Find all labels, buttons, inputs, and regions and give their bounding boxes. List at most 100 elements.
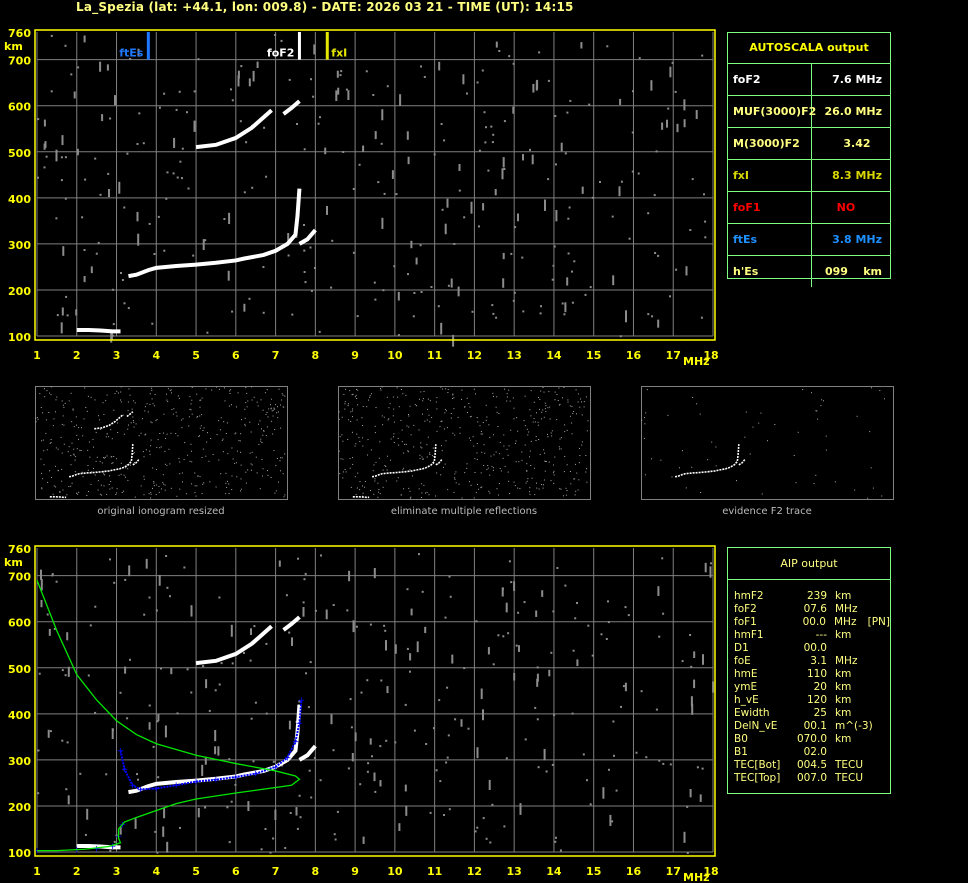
noise-dot <box>278 560 281 567</box>
noise-dot <box>161 488 162 490</box>
noise-dot <box>260 440 262 442</box>
noise-dot <box>374 131 377 140</box>
aip-point: + <box>109 842 117 852</box>
noise-dot <box>121 279 124 281</box>
noise-dot <box>136 773 138 776</box>
noise-dot <box>70 73 73 76</box>
noise-dot <box>550 480 552 482</box>
noise-dot <box>227 270 230 281</box>
noise-dot <box>679 467 680 469</box>
noise-dot <box>94 474 96 476</box>
noise-dot <box>64 674 67 677</box>
noise-dot <box>641 419 643 421</box>
noise-dot <box>440 421 442 422</box>
noise-dot <box>543 479 545 481</box>
noise-dot <box>331 239 334 242</box>
noise-dot <box>126 717 129 720</box>
noise-dot <box>140 485 142 487</box>
noise-dot <box>445 761 448 764</box>
noise-dot <box>78 491 80 493</box>
noise-dot <box>303 271 306 273</box>
noise-dot <box>657 319 660 328</box>
noise-dot <box>145 449 147 451</box>
noise-dot <box>431 455 433 457</box>
noise-dot <box>162 826 165 837</box>
aip-cell: hmF2 <box>734 590 764 602</box>
thumbnail-caption: evidence F2 trace <box>722 506 812 517</box>
noise-dot <box>529 148 531 151</box>
noise-dot <box>576 472 578 474</box>
noise-dot <box>339 473 341 475</box>
noise-dot <box>42 478 44 480</box>
noise-dot <box>312 95 315 98</box>
noise-dot <box>81 216 84 219</box>
noise-dot <box>342 471 344 473</box>
noise-dot <box>127 410 129 412</box>
noise-dot <box>245 387 247 389</box>
noise-dot <box>110 480 112 482</box>
noise-dot <box>167 388 169 390</box>
noise-dot <box>287 233 290 241</box>
noise-dot <box>645 412 647 414</box>
noise-dot <box>461 398 462 400</box>
noise-dot <box>123 474 125 476</box>
noise-dot <box>313 44 316 55</box>
noise-dot <box>165 197 168 200</box>
noise-dot <box>426 492 428 493</box>
noise-dot <box>230 624 233 637</box>
noise-dot <box>106 64 109 71</box>
noise-dot <box>87 469 89 471</box>
noise-dot <box>689 229 692 231</box>
autoscala-output-table: AUTOSCALA output foF2 7.6 MHz MUF(3000)F2 2… <box>727 32 891 287</box>
noise-dot <box>117 392 119 394</box>
noise-dot <box>879 390 881 391</box>
noise-dot <box>683 99 686 111</box>
x-axis-label: MHz <box>683 871 710 883</box>
noise-dot <box>476 81 479 84</box>
noise-dot <box>538 488 540 490</box>
noise-dot <box>59 491 61 492</box>
noise-dot <box>330 714 333 725</box>
noise-dot <box>97 480 99 482</box>
noise-dot <box>49 442 51 444</box>
noise-dot <box>661 557 664 560</box>
noise-dot <box>176 712 179 715</box>
noise-dot <box>73 91 76 99</box>
noise-dot <box>183 566 186 569</box>
noise-dot <box>585 396 587 398</box>
noise-dot <box>348 419 350 421</box>
noise-dot <box>223 387 225 389</box>
noise-dot <box>164 484 166 486</box>
noise-dot <box>110 333 113 341</box>
noise-dot <box>519 803 522 815</box>
aip-point: + <box>272 763 280 773</box>
noise-dot <box>382 469 384 471</box>
noise-dot <box>44 388 45 390</box>
noise-dot <box>459 432 461 434</box>
noise-dot <box>530 390 532 392</box>
noise-dot <box>440 386 442 388</box>
noise-dot <box>351 394 353 396</box>
noise-dot <box>373 464 375 466</box>
noise-dot <box>438 699 441 702</box>
noise-dot <box>571 406 573 408</box>
noise-dot <box>536 482 537 484</box>
noise-dot <box>382 486 384 488</box>
noise-dot <box>632 90 634 93</box>
noise-dot <box>429 453 431 455</box>
noise-dot <box>427 408 429 410</box>
noise-dot <box>477 483 478 485</box>
noise-dot <box>693 679 696 689</box>
noise-dot <box>101 114 104 122</box>
noise-dot <box>495 451 497 453</box>
noise-dot <box>368 399 369 401</box>
noise-dot <box>87 395 89 397</box>
aip-row: hmE 110 km <box>728 668 890 681</box>
noise-dot <box>414 404 416 406</box>
noise-dot <box>576 602 578 604</box>
y-tick-label: 300 <box>8 239 31 252</box>
noise-dot <box>149 403 151 405</box>
noise-dot <box>671 476 673 478</box>
noise-dot <box>111 438 113 440</box>
noise-dot <box>355 443 357 445</box>
